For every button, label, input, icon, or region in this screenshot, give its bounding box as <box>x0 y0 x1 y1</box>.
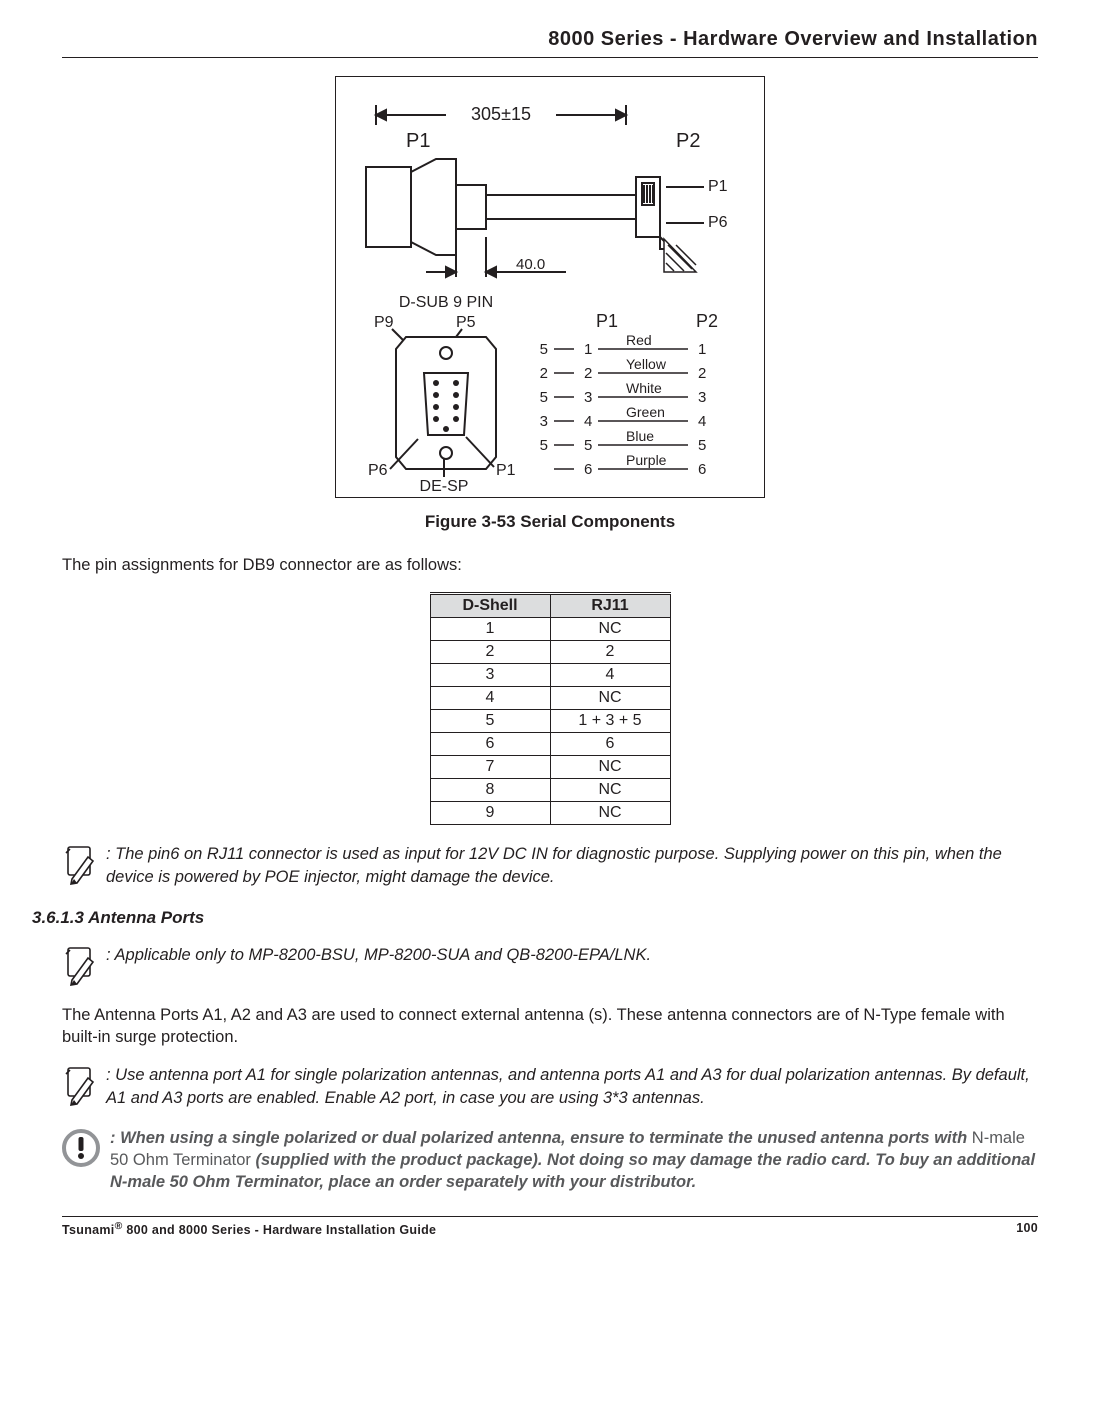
table-row: 8NC <box>430 779 670 802</box>
table-cell: 6 <box>550 733 670 756</box>
table-cell: NC <box>550 687 670 710</box>
table-row: 34 <box>430 664 670 687</box>
table-row: 51 + 3 + 5 <box>430 710 670 733</box>
table-row: 1NC <box>430 618 670 641</box>
svg-text:Yellow: Yellow <box>626 356 667 372</box>
antenna-ports-paragraph: The Antenna Ports A1, A2 and A3 are used… <box>62 1004 1038 1049</box>
pin-assignment-table: D-Shell RJ11 1NC22344NC51 + 3 + 5667NC8N… <box>430 592 671 825</box>
table-cell: 7 <box>430 756 550 779</box>
table-header-dshell: D-Shell <box>430 594 550 618</box>
svg-text:4: 4 <box>698 413 706 430</box>
fig-p2-top: P2 <box>676 130 700 152</box>
table-cell: 3 <box>430 664 550 687</box>
svg-text:5: 5 <box>698 437 706 454</box>
pencil-note-icon <box>62 1066 96 1106</box>
warning-terminator-text: : When using a single polarized or dual … <box>110 1127 1038 1194</box>
subheading-antenna-ports: 3.6.1.3 Antenna Ports <box>32 908 1038 928</box>
fig-p1-top: P1 <box>406 130 430 152</box>
footer-left: Tsunami® 800 and 8000 Series - Hardware … <box>62 1221 436 1237</box>
svg-text:5: 5 <box>584 437 592 454</box>
svg-text:2: 2 <box>540 365 548 382</box>
svg-text:3: 3 <box>698 389 706 406</box>
intro-text: The pin assignments for DB9 connector ar… <box>62 554 1038 576</box>
table-cell: 6 <box>430 733 550 756</box>
pencil-note-icon <box>62 845 96 885</box>
table-cell: NC <box>550 802 670 825</box>
note-applicable-text: : Applicable only to MP-8200-BSU, MP-820… <box>106 944 651 966</box>
table-row: 22 <box>430 641 670 664</box>
svg-text:5: 5 <box>540 437 548 454</box>
svg-text:5: 5 <box>540 341 548 358</box>
svg-text:White: White <box>626 380 662 396</box>
svg-text:6: 6 <box>698 461 706 478</box>
table-header-rj11: RJ11 <box>550 594 670 618</box>
note-pin6: : The pin6 on RJ11 connector is used as … <box>62 843 1038 888</box>
table-cell: 2 <box>550 641 670 664</box>
table-cell: 1 + 3 + 5 <box>550 710 670 733</box>
fig-p1-bot: P1 <box>496 462 516 479</box>
svg-text:2: 2 <box>698 365 706 382</box>
page-header: 8000 Series - Hardware Overview and Inst… <box>62 28 1038 57</box>
fig-dsub-title: D-SUB 9 PIN <box>399 294 493 311</box>
svg-text:3: 3 <box>584 389 592 406</box>
fig-dim-top: 305±15 <box>471 104 531 124</box>
page-footer: Tsunami® 800 and 8000 Series - Hardware … <box>62 1221 1038 1237</box>
fig-p9: P9 <box>374 314 394 331</box>
table-row: 66 <box>430 733 670 756</box>
header-rule <box>62 57 1038 58</box>
table-cell: 4 <box>430 687 550 710</box>
fig-p1-side: P1 <box>708 178 728 195</box>
table-cell: 9 <box>430 802 550 825</box>
table-cell: 5 <box>430 710 550 733</box>
fig-col-p2: P2 <box>696 311 718 331</box>
svg-text:2: 2 <box>584 365 592 382</box>
svg-text:Red: Red <box>626 332 652 348</box>
svg-text:1: 1 <box>698 341 706 358</box>
svg-text:Blue: Blue <box>626 428 654 444</box>
footer-page-number: 100 <box>1016 1221 1038 1237</box>
table-cell: NC <box>550 779 670 802</box>
note-ports-usage: : Use antenna port A1 for single polariz… <box>62 1064 1038 1109</box>
fig-col-p1: P1 <box>596 311 618 331</box>
svg-text:Purple: Purple <box>626 452 667 468</box>
svg-text:4: 4 <box>584 413 592 430</box>
fig-dim-mid: 40.0 <box>516 256 545 273</box>
figure-caption: Figure 3-53 Serial Components <box>62 512 1038 532</box>
table-row: 4NC <box>430 687 670 710</box>
warning-icon <box>62 1129 100 1167</box>
table-cell: 1 <box>430 618 550 641</box>
note-ports-usage-text: : Use antenna port A1 for single polariz… <box>106 1064 1038 1109</box>
table-cell: 2 <box>430 641 550 664</box>
fig-p6-bot: P6 <box>368 462 388 479</box>
fig-p5: P5 <box>456 314 476 331</box>
table-cell: 4 <box>550 664 670 687</box>
svg-text:3: 3 <box>540 413 548 430</box>
table-row: 7NC <box>430 756 670 779</box>
warning-terminator: : When using a single polarized or dual … <box>62 1127 1038 1194</box>
table-cell: NC <box>550 618 670 641</box>
footer-rule <box>62 1216 1038 1217</box>
note-applicable: : Applicable only to MP-8200-BSU, MP-820… <box>62 944 1038 986</box>
fig-de-sp: DE-SP <box>420 478 469 495</box>
svg-text:6: 6 <box>584 461 592 478</box>
table-cell: NC <box>550 756 670 779</box>
pencil-note-icon <box>62 946 96 986</box>
figure-serial-components: 305±15 P1 P2 P1 P6 <box>335 76 765 498</box>
fig-p6-side: P6 <box>708 214 728 231</box>
table-row: 9NC <box>430 802 670 825</box>
svg-text:Green: Green <box>626 404 665 420</box>
svg-text:1: 1 <box>584 341 592 358</box>
table-cell: 8 <box>430 779 550 802</box>
svg-text:5: 5 <box>540 389 548 406</box>
note-pin6-text: : The pin6 on RJ11 connector is used as … <box>106 843 1038 888</box>
